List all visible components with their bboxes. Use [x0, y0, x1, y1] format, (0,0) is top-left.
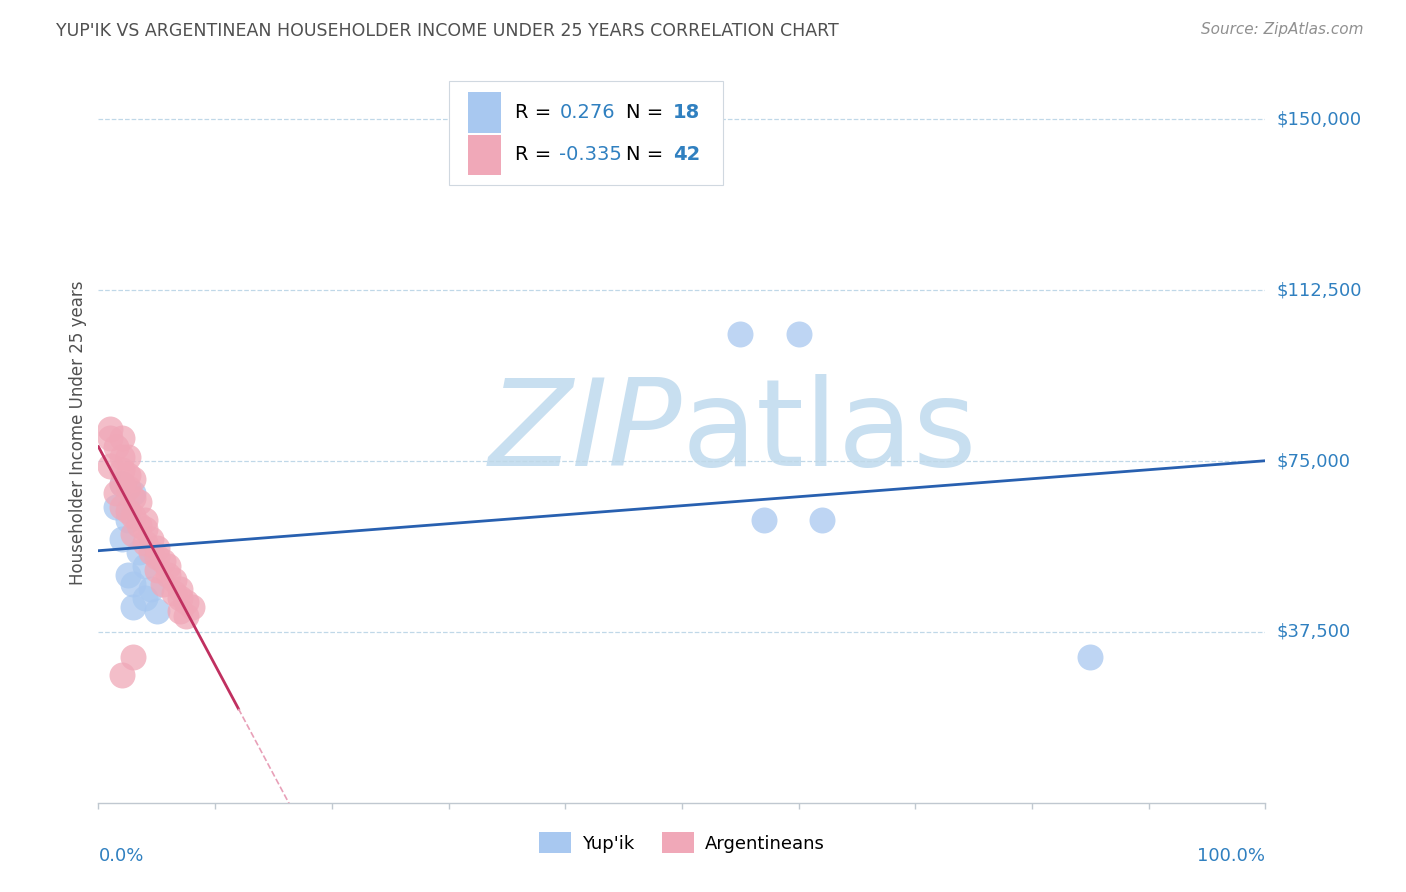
Point: [104, 486, 127, 500]
Point: [111, 532, 134, 546]
Point: [163, 573, 186, 587]
Text: ZIP: ZIP: [488, 374, 682, 491]
Point: [139, 545, 162, 559]
Point: [122, 577, 145, 591]
Point: [117, 482, 139, 496]
Point: [111, 476, 134, 491]
Bar: [468, 93, 501, 133]
Text: $75,000: $75,000: [1277, 452, 1351, 470]
Point: [169, 591, 191, 605]
Point: [152, 577, 174, 591]
Point: [122, 491, 145, 505]
Point: [157, 558, 180, 573]
Point: [134, 523, 156, 537]
Point: [117, 504, 139, 518]
FancyBboxPatch shape: [449, 81, 723, 185]
Point: [180, 599, 202, 614]
Point: [169, 582, 191, 596]
Point: [122, 508, 145, 523]
Point: [811, 513, 834, 527]
Point: [122, 472, 145, 486]
Point: [98, 458, 121, 473]
Point: [157, 568, 180, 582]
Point: [122, 486, 145, 500]
Point: [128, 517, 150, 532]
Point: [134, 536, 156, 550]
Point: [752, 513, 775, 527]
Point: [146, 604, 169, 618]
Text: 0.0%: 0.0%: [98, 847, 143, 865]
Point: [134, 591, 156, 605]
Text: YUP'IK VS ARGENTINEAN HOUSEHOLDER INCOME UNDER 25 YEARS CORRELATION CHART: YUP'IK VS ARGENTINEAN HOUSEHOLDER INCOME…: [56, 22, 839, 40]
Point: [163, 586, 186, 600]
Point: [117, 467, 139, 482]
Text: 100.0%: 100.0%: [1198, 847, 1265, 865]
Point: [139, 532, 162, 546]
Point: [139, 582, 162, 596]
Point: [111, 668, 134, 682]
Point: [111, 500, 134, 514]
Text: atlas: atlas: [682, 374, 977, 491]
Point: [128, 545, 150, 559]
Text: 0.276: 0.276: [560, 103, 614, 122]
Text: R =: R =: [515, 145, 558, 164]
Point: [111, 476, 134, 491]
Point: [111, 431, 134, 445]
Point: [730, 326, 752, 341]
Text: N =: N =: [626, 103, 669, 122]
Text: 42: 42: [672, 145, 700, 164]
Point: [152, 554, 174, 568]
Text: R =: R =: [515, 103, 558, 122]
Point: [787, 326, 810, 341]
Point: [169, 604, 191, 618]
Text: -0.335: -0.335: [560, 145, 623, 164]
Point: [122, 650, 145, 665]
Point: [146, 564, 169, 578]
Text: N =: N =: [626, 145, 669, 164]
Point: [174, 595, 197, 609]
Point: [1080, 650, 1102, 665]
Point: [128, 495, 150, 509]
Legend: Yup'ik, Argentineans: Yup'ik, Argentineans: [531, 825, 832, 861]
Point: [146, 549, 169, 564]
Text: $37,500: $37,500: [1277, 623, 1351, 641]
Point: [117, 568, 139, 582]
Point: [111, 463, 134, 477]
Text: 18: 18: [672, 103, 700, 122]
Y-axis label: Householder Income Under 25 years: Householder Income Under 25 years: [69, 280, 87, 585]
Text: Source: ZipAtlas.com: Source: ZipAtlas.com: [1201, 22, 1364, 37]
Point: [117, 513, 139, 527]
Text: $150,000: $150,000: [1277, 111, 1361, 128]
Point: [134, 558, 156, 573]
Point: [134, 513, 156, 527]
Point: [98, 422, 121, 436]
Point: [104, 500, 127, 514]
Point: [122, 599, 145, 614]
Point: [117, 450, 139, 464]
Text: $112,500: $112,500: [1277, 281, 1362, 299]
Point: [111, 450, 134, 464]
Point: [122, 527, 145, 541]
Point: [98, 431, 121, 445]
Bar: [468, 135, 501, 176]
Point: [146, 541, 169, 555]
Point: [174, 609, 197, 624]
Point: [104, 441, 127, 455]
